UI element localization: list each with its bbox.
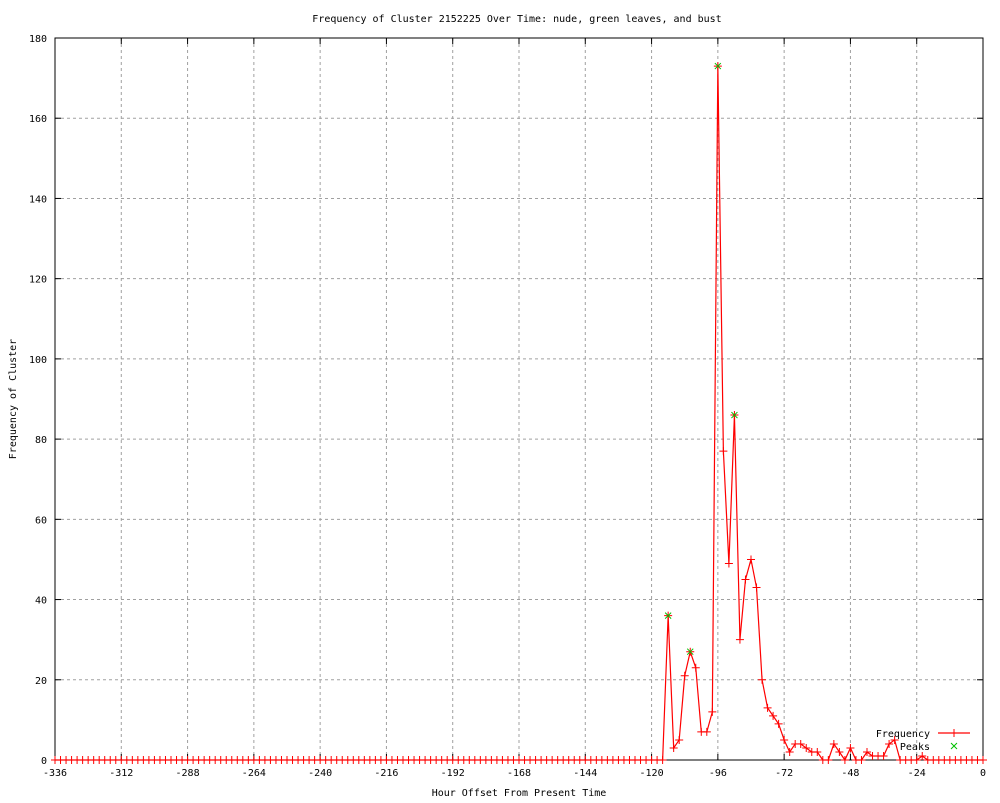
legend-sample-frequency [938, 729, 970, 737]
frequency-point [758, 675, 767, 684]
frequency-point [796, 739, 805, 748]
frequency-point [829, 739, 838, 748]
peak-point [664, 612, 672, 619]
frequency-point [724, 559, 733, 568]
frequency-point [824, 756, 833, 764]
x-tick-label: -72 [775, 768, 793, 779]
frequency-point [918, 751, 927, 760]
x-tick-label: -336 [43, 768, 67, 779]
legend-label-frequency: Frequency [876, 729, 930, 740]
x-tick-label: -96 [709, 768, 727, 779]
grid [55, 38, 983, 760]
y-tick-label: 60 [35, 515, 47, 526]
x-tick-label: -264 [242, 768, 266, 779]
x-axis-label: Hour Offset From Present Time [432, 788, 607, 799]
frequency-point [813, 747, 822, 756]
frequency-point [780, 735, 789, 744]
axis-ticks: 0 20 40 60 80 100 120 140 160 180 -336 -312 -288 -264… [29, 34, 986, 779]
y-tick-label: 80 [35, 435, 47, 446]
x-tick-label: -216 [374, 768, 398, 779]
frequency-point [846, 743, 855, 752]
y-tick-label: 120 [29, 275, 47, 286]
peak-point [686, 648, 694, 656]
frequency-point [763, 703, 772, 712]
frequency-point [769, 711, 778, 720]
frequency-point [702, 727, 711, 736]
frequency-point [680, 671, 689, 680]
series-layer [51, 62, 987, 764]
x-tick-label: 0 [980, 768, 986, 779]
x-tick-label: -168 [507, 768, 531, 779]
y-tick-label: 40 [35, 596, 47, 607]
legend-label-peaks: Peaks [900, 742, 930, 753]
frequency-point [835, 747, 844, 756]
frequency-point [752, 583, 761, 592]
frequency-point [857, 756, 866, 764]
x-tick-label: -288 [176, 768, 200, 779]
legend-marker-frequency [950, 729, 958, 737]
frequency-point [708, 707, 717, 716]
frequency-point [719, 447, 728, 456]
y-tick-label: 140 [29, 194, 47, 205]
legend-marker-peaks [950, 742, 958, 750]
frequency-point [912, 756, 921, 764]
frequency-point [735, 635, 744, 644]
y-axis-label: Frequency of Cluster [8, 339, 19, 459]
frequency-point [747, 555, 755, 564]
frequency-point [979, 756, 987, 764]
x-tick-label: -48 [841, 768, 859, 779]
frequency-point [785, 747, 794, 756]
frequency-point [885, 739, 894, 748]
x-tick-label: -312 [109, 768, 133, 779]
frequency-point [774, 719, 783, 728]
y-tick-label: 20 [35, 676, 47, 687]
y-tick-label: 160 [29, 114, 47, 125]
legend: Frequency Peaks [876, 729, 970, 753]
x-tick-label: -240 [308, 768, 332, 779]
x-tick-label: -144 [573, 768, 597, 779]
frequency-point [879, 751, 888, 760]
frequency-point [691, 663, 700, 672]
x-tick-label: -192 [441, 768, 465, 779]
y-tick-label: 100 [29, 355, 47, 366]
legend-sample-peaks [950, 742, 958, 750]
chart-title: Frequency of Cluster 2152225 Over Time: … [312, 14, 721, 25]
frequency-point [863, 747, 871, 756]
frequency-point [675, 735, 684, 744]
frequency-point [658, 756, 667, 764]
frequency-point [669, 743, 678, 752]
peak-point [714, 62, 722, 70]
frequency-point [741, 575, 750, 584]
frequency-point [840, 756, 849, 764]
y-tick-label: 180 [29, 34, 47, 45]
frequency-point [890, 735, 899, 744]
y-tick-label: 0 [41, 756, 47, 767]
frequency-point [802, 743, 811, 752]
peak-point [731, 411, 738, 419]
x-tick-label: -120 [640, 768, 664, 779]
x-tick-label: -24 [908, 768, 926, 779]
